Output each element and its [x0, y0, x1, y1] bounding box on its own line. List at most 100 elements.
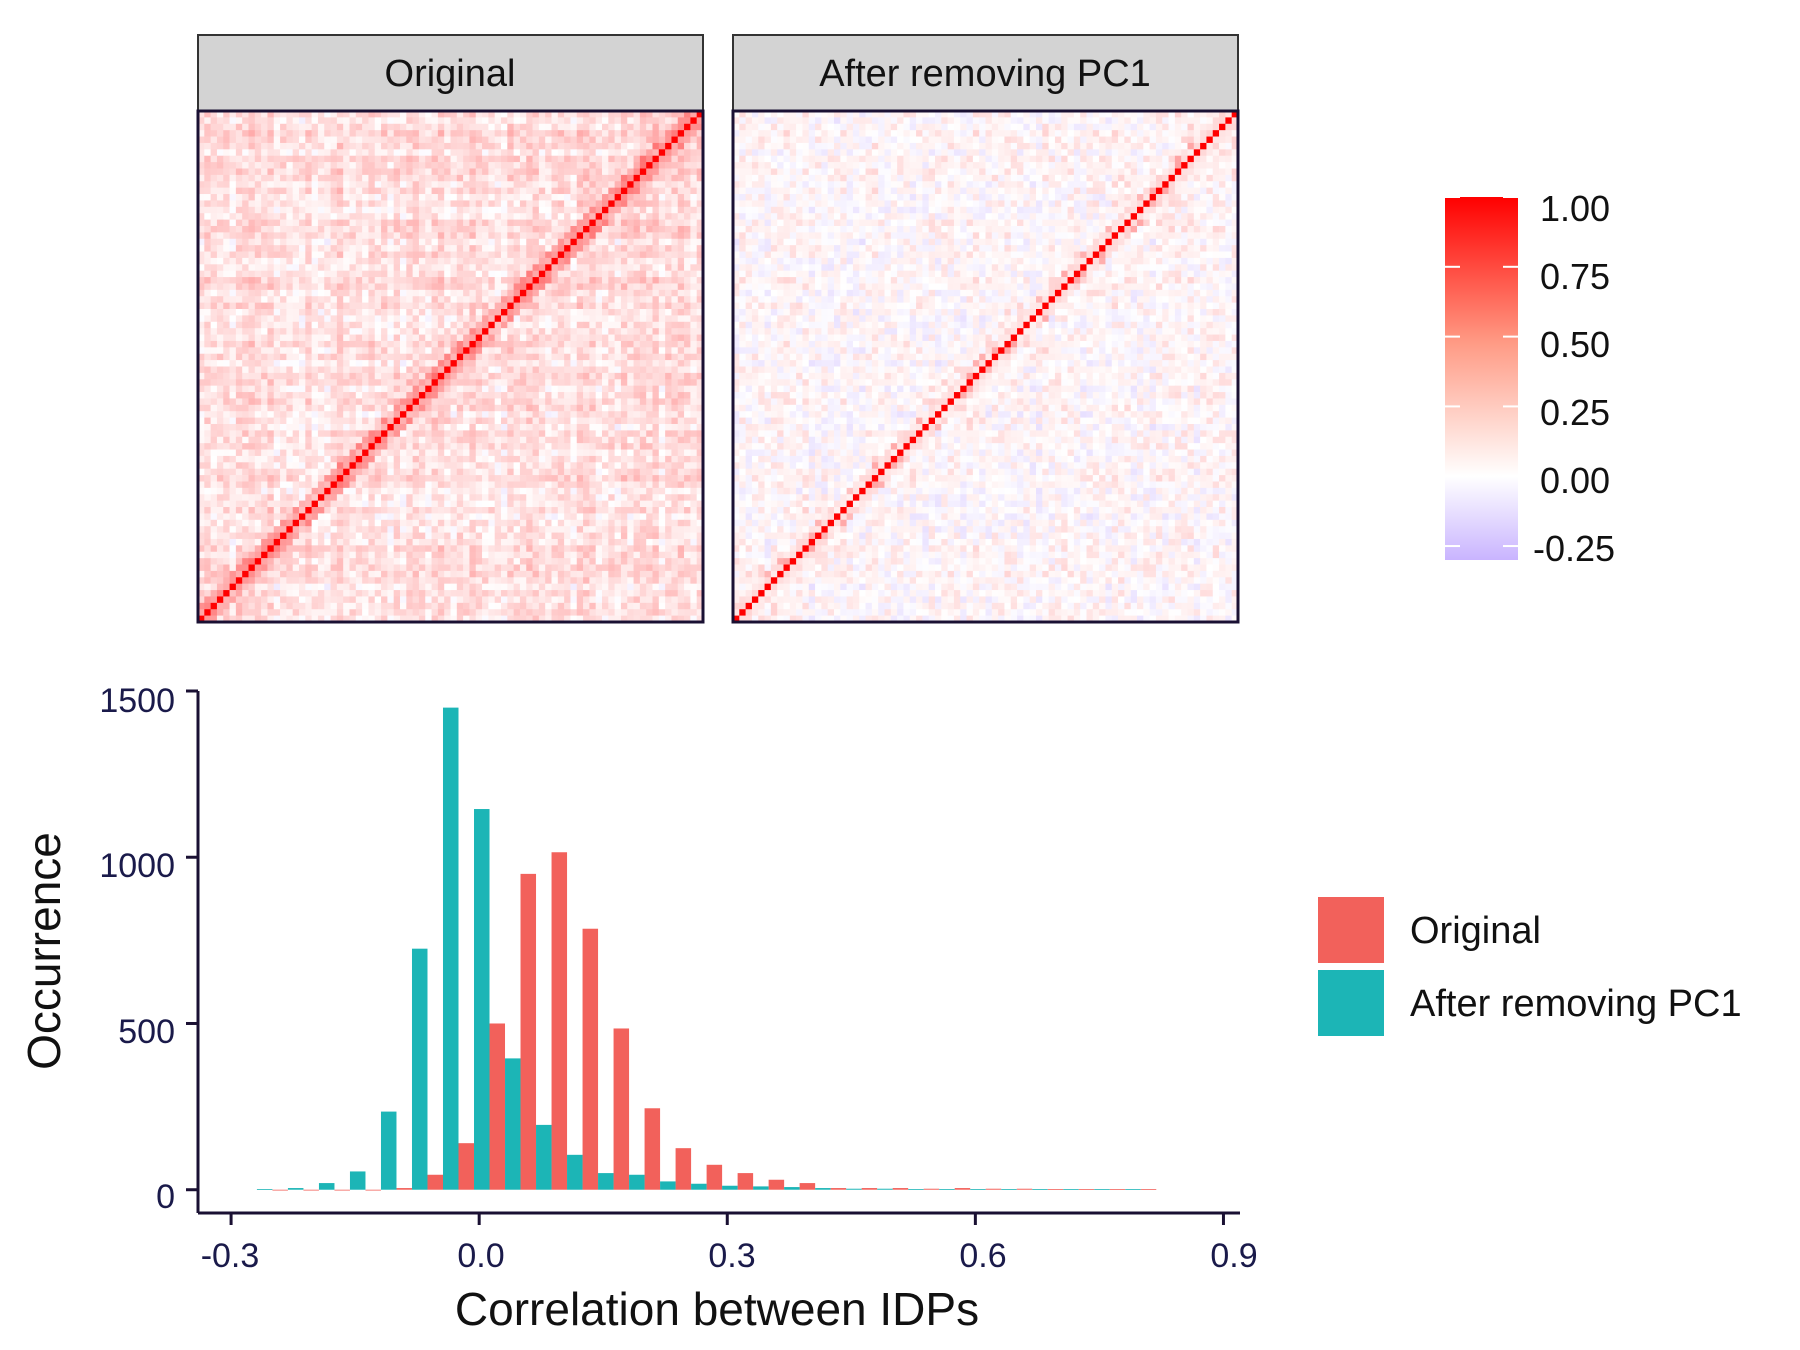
heatmap-cell — [349, 302, 357, 310]
heatmap-cell — [519, 321, 527, 329]
heatmap-cell — [557, 455, 565, 463]
heatmap-cell — [639, 340, 647, 348]
heatmap-cell — [602, 462, 609, 469]
heatmap-cell — [684, 213, 691, 220]
heatmap-cell — [418, 130, 426, 137]
heatmap-cell — [501, 251, 508, 259]
heatmap-cell — [248, 270, 256, 278]
heatmap-cell — [330, 277, 338, 284]
heatmap-cell — [280, 328, 287, 335]
heatmap-cell — [684, 487, 691, 495]
heatmap-cell — [393, 283, 401, 291]
heatmap-cell — [684, 353, 691, 361]
heatmap-cell — [273, 404, 281, 412]
heatmap-cell — [633, 475, 641, 482]
heatmap-cell — [368, 200, 376, 208]
heatmap-cell — [633, 436, 641, 444]
heatmap-cell — [677, 149, 685, 157]
heatmap-cell — [595, 289, 603, 297]
heatmap-cell — [475, 174, 483, 182]
heatmap-cell — [652, 309, 660, 316]
heatmap-cell — [583, 181, 590, 188]
heatmap-cell — [671, 111, 679, 118]
heatmap-cell — [431, 174, 439, 182]
heatmap-cell — [608, 366, 615, 374]
heatmap-cell — [374, 500, 382, 508]
heatmap-cell — [267, 194, 275, 201]
heatmap-cell — [456, 270, 464, 278]
heatmap-cell — [210, 475, 218, 482]
heatmap-cell — [583, 475, 590, 482]
heatmap-cell — [620, 449, 628, 457]
heatmap-cell — [381, 257, 388, 265]
heatmap-cell — [501, 481, 508, 489]
heatmap-cell — [355, 238, 363, 246]
heatmap-cell — [532, 289, 540, 297]
heatmap-cell — [330, 130, 338, 137]
heatmap-cell — [469, 283, 477, 291]
heatmap-cell — [235, 353, 243, 361]
heatmap-cell — [431, 213, 439, 220]
heatmap-cell — [444, 130, 451, 137]
heatmap-cell — [374, 194, 382, 201]
heatmap-cell — [482, 283, 489, 291]
heatmap-cell — [387, 500, 394, 508]
heatmap-cell — [519, 404, 527, 412]
heatmap-cell — [475, 289, 483, 297]
heatmap-cell — [501, 123, 508, 131]
heatmap-cell — [602, 443, 609, 450]
heatmap-cell — [204, 302, 211, 310]
heatmap-cell — [690, 168, 697, 176]
heatmap-cell — [614, 443, 622, 450]
heatmap-cell — [456, 494, 464, 501]
heatmap-cell — [551, 423, 559, 431]
heatmap-cell — [311, 302, 319, 310]
heatmap-cell — [545, 385, 552, 393]
heatmap-cell — [652, 443, 660, 450]
heatmap-cell — [223, 225, 230, 233]
heatmap-cell — [210, 251, 218, 259]
heatmap-cell — [387, 168, 394, 176]
heatmap-cell — [570, 353, 578, 361]
heatmap-cell — [652, 270, 660, 278]
heatmap-cell — [261, 411, 268, 418]
heatmap-cell — [229, 379, 237, 386]
heatmap-cell — [570, 398, 578, 406]
heatmap-cell — [519, 245, 527, 252]
heatmap-cell — [349, 200, 357, 208]
heatmap-cell — [513, 398, 521, 406]
heatmap-cell — [463, 142, 470, 150]
heatmap-cell — [494, 251, 502, 259]
heatmap-cell — [210, 417, 218, 425]
heatmap-cell — [267, 309, 275, 316]
heatmap-cell — [393, 328, 401, 335]
heatmap-cell — [425, 372, 432, 380]
heatmap-cell — [431, 481, 439, 489]
heatmap-cell — [229, 353, 237, 361]
heatmap-cell — [261, 257, 268, 265]
heatmap-cell — [242, 225, 249, 233]
heatmap-cell — [589, 123, 596, 131]
heatmap-cell — [671, 117, 679, 125]
heatmap-cell — [267, 219, 275, 227]
heatmap-cell — [406, 162, 413, 169]
heatmap-cell — [216, 289, 224, 297]
heatmap-cell — [589, 130, 596, 137]
heatmap-cell — [589, 372, 596, 380]
heatmap-cell — [639, 111, 647, 118]
heatmap-cell — [198, 404, 205, 412]
heatmap-cell — [545, 449, 552, 457]
heatmap-cell — [267, 142, 275, 150]
heatmap-cell — [652, 411, 660, 418]
heatmap-cell — [248, 232, 256, 240]
heatmap-cell — [507, 347, 514, 355]
heatmap-cell — [412, 334, 420, 342]
heatmap-cell — [614, 289, 622, 297]
heatmap-cell — [608, 168, 615, 176]
heatmap-cell — [627, 123, 634, 131]
heatmap-cell — [501, 430, 508, 438]
heatmap-cell — [317, 181, 325, 188]
heatmap-cell — [671, 462, 679, 469]
heatmap-cell — [614, 123, 622, 131]
heatmap-cell — [311, 507, 319, 514]
